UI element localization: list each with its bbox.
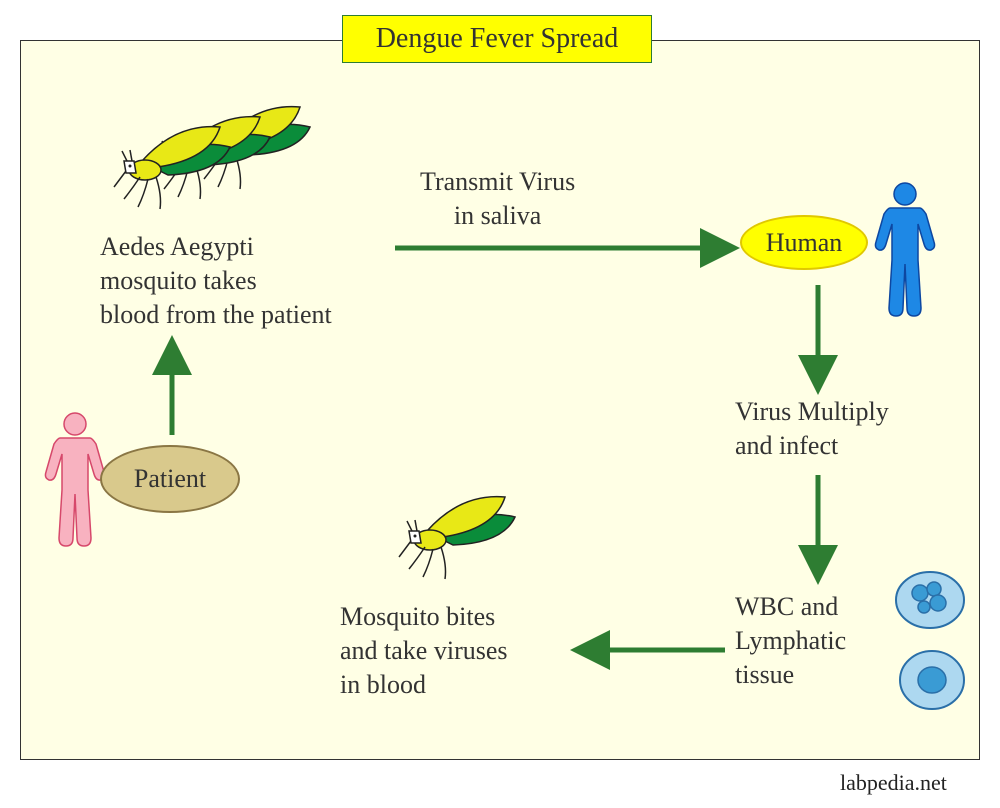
transmit-text: Transmit Virusin saliva	[420, 165, 575, 233]
mosquito-icon	[390, 490, 540, 605]
human-figure-icon	[870, 180, 940, 325]
human-label-text: Human	[766, 228, 843, 258]
wbc-text: WBC andLymphatictissue	[735, 590, 846, 691]
diagram-title: Dengue Fever Spread	[342, 15, 652, 63]
patient-label: Patient	[100, 445, 240, 513]
wbc-cell-icon	[890, 565, 970, 640]
mosquito-group-icon	[110, 85, 340, 240]
title-text: Dengue Fever Spread	[376, 23, 619, 55]
patient-label-text: Patient	[134, 464, 206, 494]
lymphocyte-cell-icon	[895, 645, 970, 720]
human-label: Human	[740, 215, 868, 270]
mosquito-bites-text: Mosquito bitesand take virusesin blood	[340, 600, 508, 701]
virus-multiply-text: Virus Multiplyand infect	[735, 395, 889, 463]
mosquito-takes-blood-text: Aedes Aegyptimosquito takesblood from th…	[100, 230, 332, 331]
source-watermark: labpedia.net	[840, 770, 947, 796]
